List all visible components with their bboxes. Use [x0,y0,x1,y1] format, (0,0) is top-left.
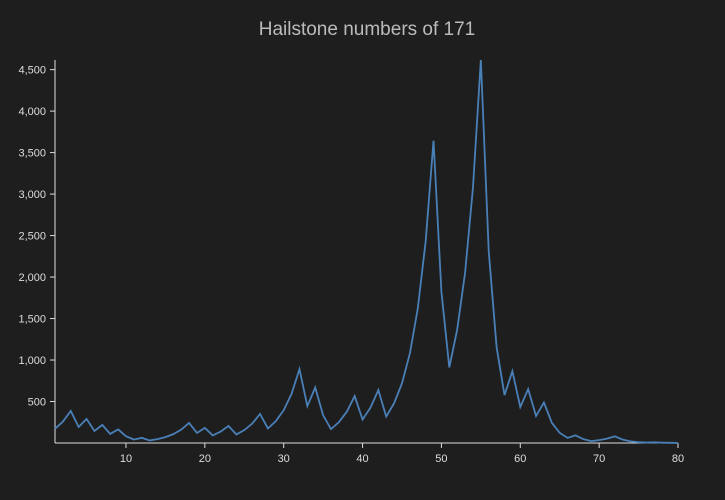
y-tick-label: 2,000 [18,272,46,284]
x-tick-label: 20 [199,453,211,465]
y-tick-label: 500 [28,397,46,409]
x-tick-label: 30 [278,453,290,465]
x-tick-label: 70 [593,453,605,465]
x-tick-label: 80 [672,453,684,465]
y-tick-label: 4,500 [18,65,46,77]
y-tick-label: 2,500 [18,231,46,243]
x-tick-label: 60 [514,453,526,465]
y-tick-label: 4,000 [18,106,46,118]
y-tick-label: 3,000 [18,189,46,201]
y-tick-label: 1,500 [18,314,46,326]
series-line [54,59,679,444]
x-tick-label: 50 [435,453,447,465]
chart-title: Hailstone numbers of 171 [259,19,476,40]
x-tick-label: 40 [356,453,368,465]
y-tick-label: 3,500 [18,148,46,160]
y-tick-label: 1,000 [18,355,46,367]
x-tick-label: 10 [120,453,132,465]
